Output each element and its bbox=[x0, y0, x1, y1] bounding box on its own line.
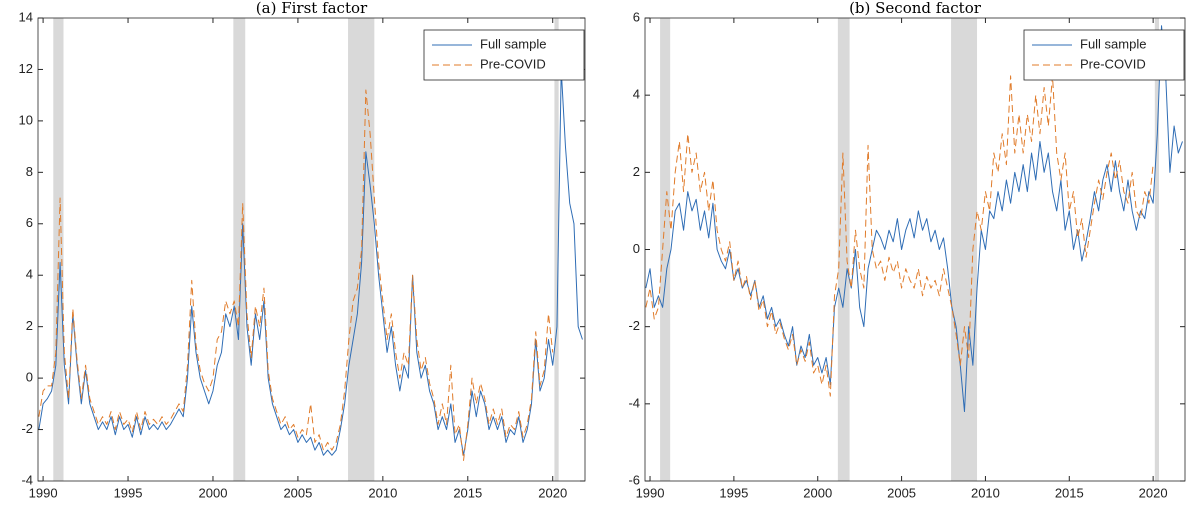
plot-area bbox=[38, 18, 583, 481]
recession-shade bbox=[554, 18, 559, 481]
x-tick-label: 1995 bbox=[719, 485, 748, 500]
legend-label: Pre-COVID bbox=[1080, 56, 1146, 71]
series-line bbox=[645, 25, 1183, 413]
legend-box bbox=[1023, 29, 1185, 81]
y-tick-label: 2 bbox=[633, 164, 640, 179]
recession-shade bbox=[660, 18, 671, 481]
y-tick-label: -4 bbox=[21, 472, 33, 487]
legend-label: Full sample bbox=[480, 36, 546, 51]
y-tick-label: 4 bbox=[633, 87, 640, 102]
x-tick-label: 2010 bbox=[971, 485, 1000, 500]
legend-label: Full sample bbox=[1080, 36, 1146, 51]
panel: (b) Second factor -6 -4 -2 0 2 4 6 1990 1995 2000 2… bbox=[628, 0, 1186, 500]
x-tick-label: 2020 bbox=[538, 485, 567, 500]
legend: Full sample Pre-COVID bbox=[1023, 29, 1185, 81]
y-tick-label: -2 bbox=[628, 318, 640, 333]
x-tick-label: 2000 bbox=[199, 485, 228, 500]
chart-title: (a) First factor bbox=[256, 0, 368, 17]
panel: (a) First factor -4 -2 0 2 4 6 8 10 12 14 1990 1995 2… bbox=[19, 0, 586, 500]
y-tick-label: -4 bbox=[628, 395, 640, 410]
y-tick-label: -6 bbox=[628, 472, 640, 487]
x-tick-label: 1990 bbox=[29, 485, 58, 500]
x-tick-label: 2005 bbox=[283, 485, 312, 500]
recession-shade bbox=[233, 18, 246, 481]
y-tick-label: 10 bbox=[19, 112, 33, 127]
recession-shade bbox=[837, 18, 850, 481]
axes-box bbox=[37, 17, 586, 482]
x-tick-label: 2015 bbox=[1055, 485, 1084, 500]
y-tick-label: 0 bbox=[633, 241, 640, 256]
legend-box bbox=[423, 29, 585, 81]
x-tick-label: 1995 bbox=[114, 485, 143, 500]
y-tick-label: -2 bbox=[21, 421, 33, 436]
x-tick-label: 2005 bbox=[887, 485, 916, 500]
x-tick-label: 1990 bbox=[636, 485, 665, 500]
y-tick-label: 12 bbox=[19, 61, 33, 76]
series-line bbox=[38, 68, 583, 456]
y-tick-label: 6 bbox=[633, 9, 640, 24]
legend-label: Pre-COVID bbox=[480, 56, 546, 71]
recession-shade bbox=[53, 18, 64, 481]
recession-shade bbox=[1154, 18, 1160, 481]
y-tick-label: 2 bbox=[26, 318, 33, 333]
chart-title: (b) Second factor bbox=[849, 0, 982, 17]
axes-box bbox=[644, 17, 1186, 482]
legend: Full sample Pre-COVID bbox=[423, 29, 585, 81]
x-tick-label: 2010 bbox=[368, 485, 397, 500]
y-tick-label: 8 bbox=[26, 164, 33, 179]
x-tick-label: 2015 bbox=[453, 485, 482, 500]
series-line bbox=[38, 89, 554, 461]
x-tick-label: 2020 bbox=[1139, 485, 1168, 500]
series-line bbox=[645, 75, 1154, 397]
y-tick-label: 0 bbox=[26, 370, 33, 385]
x-tick-label: 2000 bbox=[803, 485, 832, 500]
recession-shade bbox=[348, 18, 375, 481]
y-tick-label: 6 bbox=[26, 215, 33, 230]
y-tick-label: 14 bbox=[19, 9, 33, 24]
y-tick-label: 4 bbox=[26, 267, 33, 282]
plot-area bbox=[645, 18, 1183, 481]
